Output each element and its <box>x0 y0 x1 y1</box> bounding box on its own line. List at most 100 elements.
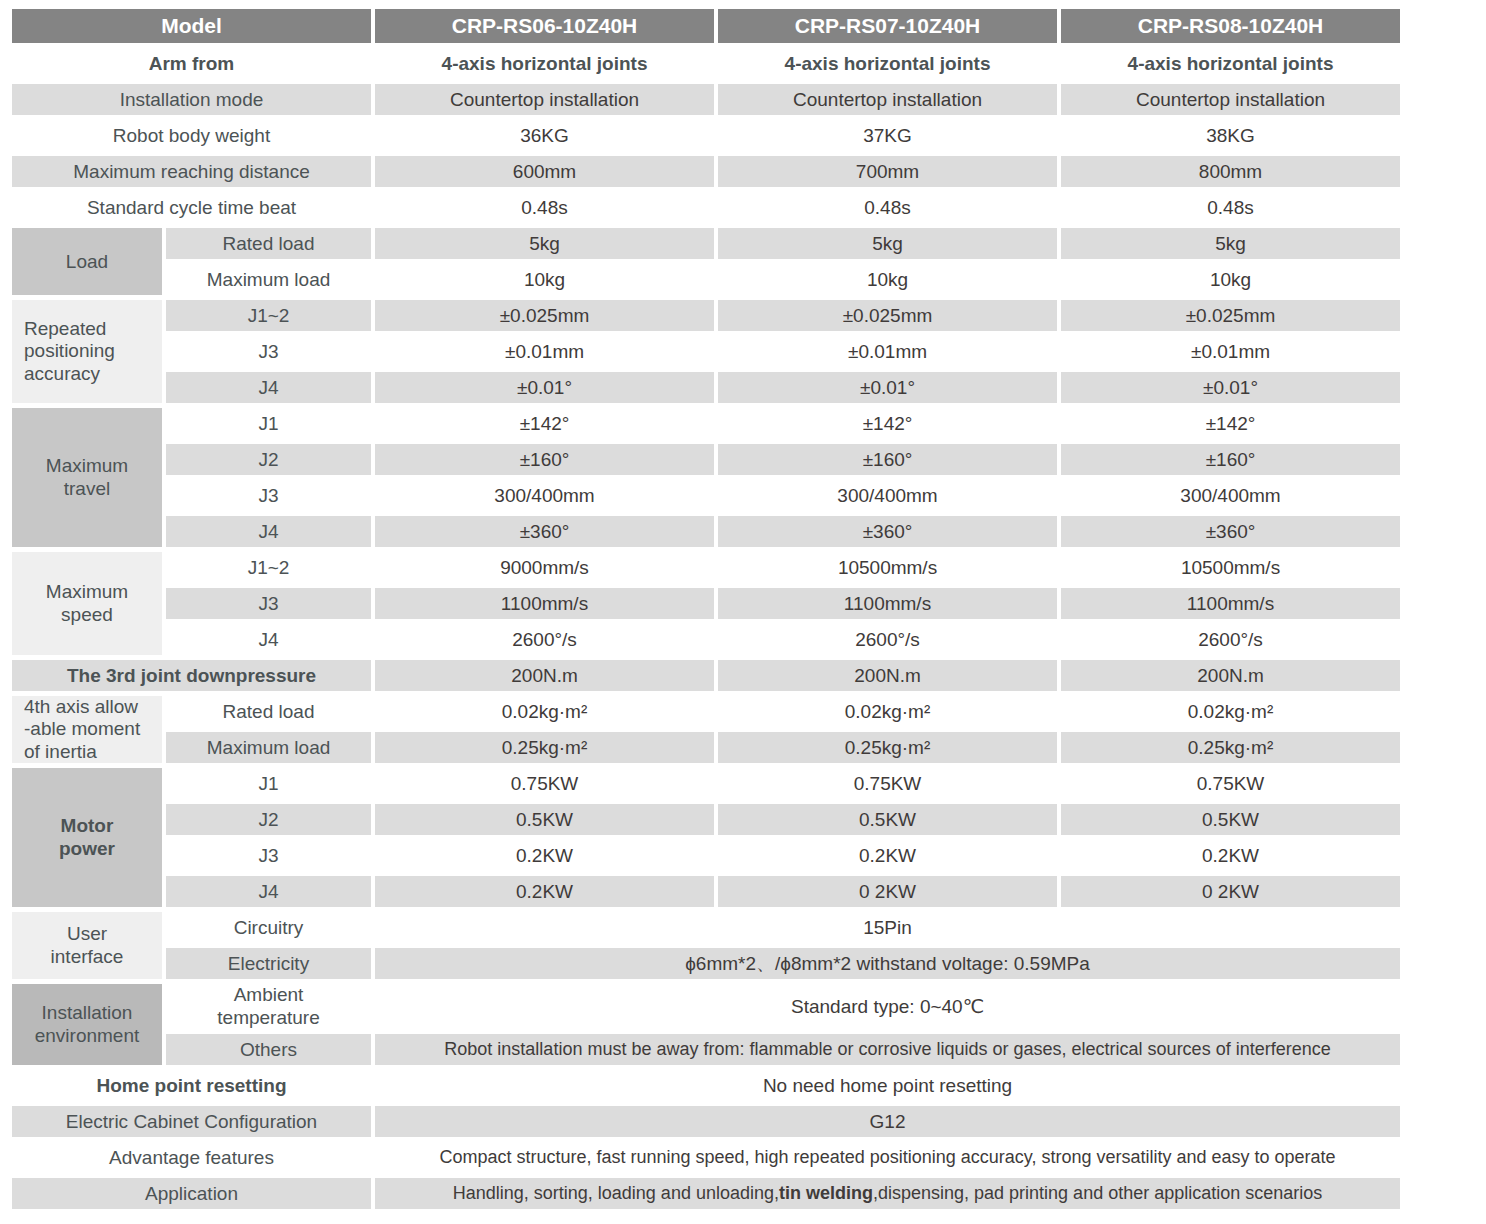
value-travel-j3-m2: 300/400mm <box>718 480 1057 511</box>
value-motor-j3-m3: 0.2KW <box>1061 840 1400 871</box>
value-arm-from-m1: 4-axis horizontal joints <box>375 48 714 79</box>
row-max-reaching-distance: Maximum reaching distance 600mm 700mm 80… <box>12 156 1400 187</box>
row-travel-j1: Maximum travel J1 ±142° ±142° ±142° <box>12 408 1400 439</box>
row-travel-j2: J2 ±160° ±160° ±160° <box>12 444 1400 475</box>
value-travel-j3-m1: 300/400mm <box>375 480 714 511</box>
value-speed-j4-m1: 2600°/s <box>375 624 714 655</box>
row-circuitry: User interface Circuitry 15Pin <box>12 912 1400 943</box>
label-standard-cycle-time: Standard cycle time beat <box>12 192 371 223</box>
value-max-reaching-distance-m2: 700mm <box>718 156 1057 187</box>
sublabel-travel-j3: J3 <box>166 480 371 511</box>
value-arm-from-m2: 4-axis horizontal joints <box>718 48 1057 79</box>
row-ambient-temperature: Installation environment Ambient tempera… <box>12 984 1400 1029</box>
sublabel-circuitry: Circuitry <box>166 912 371 943</box>
value-installation-mode-m1: Countertop installation <box>375 84 714 115</box>
value-travel-j2-m2: ±160° <box>718 444 1057 475</box>
sublabel-inertia-maximum: Maximum load <box>166 732 371 763</box>
value-others: Robot installation must be away from: fl… <box>375 1034 1400 1065</box>
sublabel-travel-j4: J4 <box>166 516 371 547</box>
value-travel-j3-m3: 300/400mm <box>1061 480 1400 511</box>
label-arm-from: Arm from <box>12 48 371 79</box>
value-inertia-maximum-m3: 0.25kg·m² <box>1061 732 1400 763</box>
value-travel-j1-m2: ±142° <box>718 408 1057 439</box>
value-motor-j2-m2: 0.5KW <box>718 804 1057 835</box>
value-motor-j1-m2: 0.75KW <box>718 768 1057 799</box>
label-advantage-features: Advantage features <box>12 1142 371 1173</box>
value-inertia-maximum-m2: 0.25kg·m² <box>718 732 1057 763</box>
header-row: Model CRP-RS06-10Z40H CRP-RS07-10Z40H CR… <box>12 9 1400 43</box>
label-third-joint-downpressure: The 3rd joint downpressure <box>12 660 371 691</box>
sublabel-speed-j3: J3 <box>166 588 371 619</box>
sublabel-load-rated: Rated load <box>166 228 371 259</box>
value-ambient-temperature: Standard type: 0~40℃ <box>375 984 1400 1029</box>
value-electricity: ϕ6mm*2、/ϕ8mm*2 withstand voltage: 0.59MP… <box>375 948 1400 979</box>
row-motor-j4: J4 0.2KW 0 2KW 0 2KW <box>12 876 1400 907</box>
value-speed-j1-2-m2: 10500mm/s <box>718 552 1057 583</box>
value-speed-j3-m3: 1100mm/s <box>1061 588 1400 619</box>
value-travel-j2-m3: ±160° <box>1061 444 1400 475</box>
header-model-2: CRP-RS07-10Z40H <box>718 9 1057 43</box>
application-text-part1: Handling, sorting, loading and unloading… <box>453 1183 779 1203</box>
value-load-rated-m3: 5kg <box>1061 228 1400 259</box>
row-inertia-maximum: Maximum load 0.25kg·m² 0.25kg·m² 0.25kg·… <box>12 732 1400 763</box>
value-standard-cycle-time-m3: 0.48s <box>1061 192 1400 223</box>
value-speed-j4-m2: 2600°/s <box>718 624 1057 655</box>
row-accuracy-j4: J4 ±0.01° ±0.01° ±0.01° <box>12 372 1400 403</box>
value-accuracy-j4-m2: ±0.01° <box>718 372 1057 403</box>
spec-table: Model CRP-RS06-10Z40H CRP-RS07-10Z40H CR… <box>8 4 1404 1214</box>
value-motor-j2-m3: 0.5KW <box>1061 804 1400 835</box>
sublabel-motor-j3: J3 <box>166 840 371 871</box>
label-installation-mode: Installation mode <box>12 84 371 115</box>
value-standard-cycle-time-m2: 0.48s <box>718 192 1057 223</box>
value-travel-j4-m1: ±360° <box>375 516 714 547</box>
value-advantage-features: Compact structure, fast running speed, h… <box>375 1142 1400 1173</box>
value-accuracy-j3-m2: ±0.01mm <box>718 336 1057 367</box>
row-accuracy-j1-2: Repeated positioning accuracy J1~2 ±0.02… <box>12 300 1400 331</box>
value-application: Handling, sorting, loading and unloading… <box>375 1178 1400 1209</box>
value-circuitry: 15Pin <box>375 912 1400 943</box>
row-standard-cycle-time: Standard cycle time beat 0.48s 0.48s 0.4… <box>12 192 1400 223</box>
row-others: Others Robot installation must be away f… <box>12 1034 1400 1065</box>
value-standard-cycle-time-m1: 0.48s <box>375 192 714 223</box>
value-max-reaching-distance-m1: 600mm <box>375 156 714 187</box>
label-max-reaching-distance: Maximum reaching distance <box>12 156 371 187</box>
value-accuracy-j4-m3: ±0.01° <box>1061 372 1400 403</box>
group-fourth-axis-inertia: 4th axis allow -able moment of inertia <box>12 696 162 763</box>
value-accuracy-j3-m3: ±0.01mm <box>1061 336 1400 367</box>
value-motor-j1-m1: 0.75KW <box>375 768 714 799</box>
value-accuracy-j1-2-m1: ±0.025mm <box>375 300 714 331</box>
value-installation-mode-m3: Countertop installation <box>1061 84 1400 115</box>
sublabel-speed-j1-2: J1~2 <box>166 552 371 583</box>
row-home-point-resetting: Home point resetting No need home point … <box>12 1070 1400 1101</box>
value-home-point-resetting: No need home point resetting <box>375 1070 1400 1101</box>
sublabel-travel-j2: J2 <box>166 444 371 475</box>
sublabel-motor-j1: J1 <box>166 768 371 799</box>
value-motor-j2-m1: 0.5KW <box>375 804 714 835</box>
row-inertia-rated: 4th axis allow -able moment of inertia R… <box>12 696 1400 727</box>
value-speed-j3-m2: 1100mm/s <box>718 588 1057 619</box>
value-travel-j2-m1: ±160° <box>375 444 714 475</box>
sublabel-inertia-rated: Rated load <box>166 696 371 727</box>
row-electric-cabinet: Electric Cabinet Configuration G12 <box>12 1106 1400 1137</box>
value-robot-body-weight-m3: 38KG <box>1061 120 1400 151</box>
header-model-label: Model <box>12 9 371 43</box>
group-maximum-speed: Maximum speed <box>12 552 162 655</box>
row-speed-j1-2: Maximum speed J1~2 9000mm/s 10500mm/s 10… <box>12 552 1400 583</box>
row-downpressure: The 3rd joint downpressure 200N.m 200N.m… <box>12 660 1400 691</box>
value-travel-j4-m3: ±360° <box>1061 516 1400 547</box>
row-application: Application Handling, sorting, loading a… <box>12 1178 1400 1209</box>
row-advantage-features: Advantage features Compact structure, fa… <box>12 1142 1400 1173</box>
application-text-part2: ,dispensing, pad printing and other appl… <box>873 1183 1322 1203</box>
sublabel-accuracy-j4: J4 <box>166 372 371 403</box>
sublabel-motor-j4: J4 <box>166 876 371 907</box>
value-load-rated-m2: 5kg <box>718 228 1057 259</box>
value-speed-j1-2-m3: 10500mm/s <box>1061 552 1400 583</box>
value-electric-cabinet: G12 <box>375 1106 1400 1137</box>
value-speed-j3-m1: 1100mm/s <box>375 588 714 619</box>
value-travel-j1-m1: ±142° <box>375 408 714 439</box>
application-text-tin-welding: tin welding <box>779 1183 873 1203</box>
value-accuracy-j1-2-m3: ±0.025mm <box>1061 300 1400 331</box>
header-model-3: CRP-RS08-10Z40H <box>1061 9 1400 43</box>
row-motor-j3: J3 0.2KW 0.2KW 0.2KW <box>12 840 1400 871</box>
value-robot-body-weight-m1: 36KG <box>375 120 714 151</box>
